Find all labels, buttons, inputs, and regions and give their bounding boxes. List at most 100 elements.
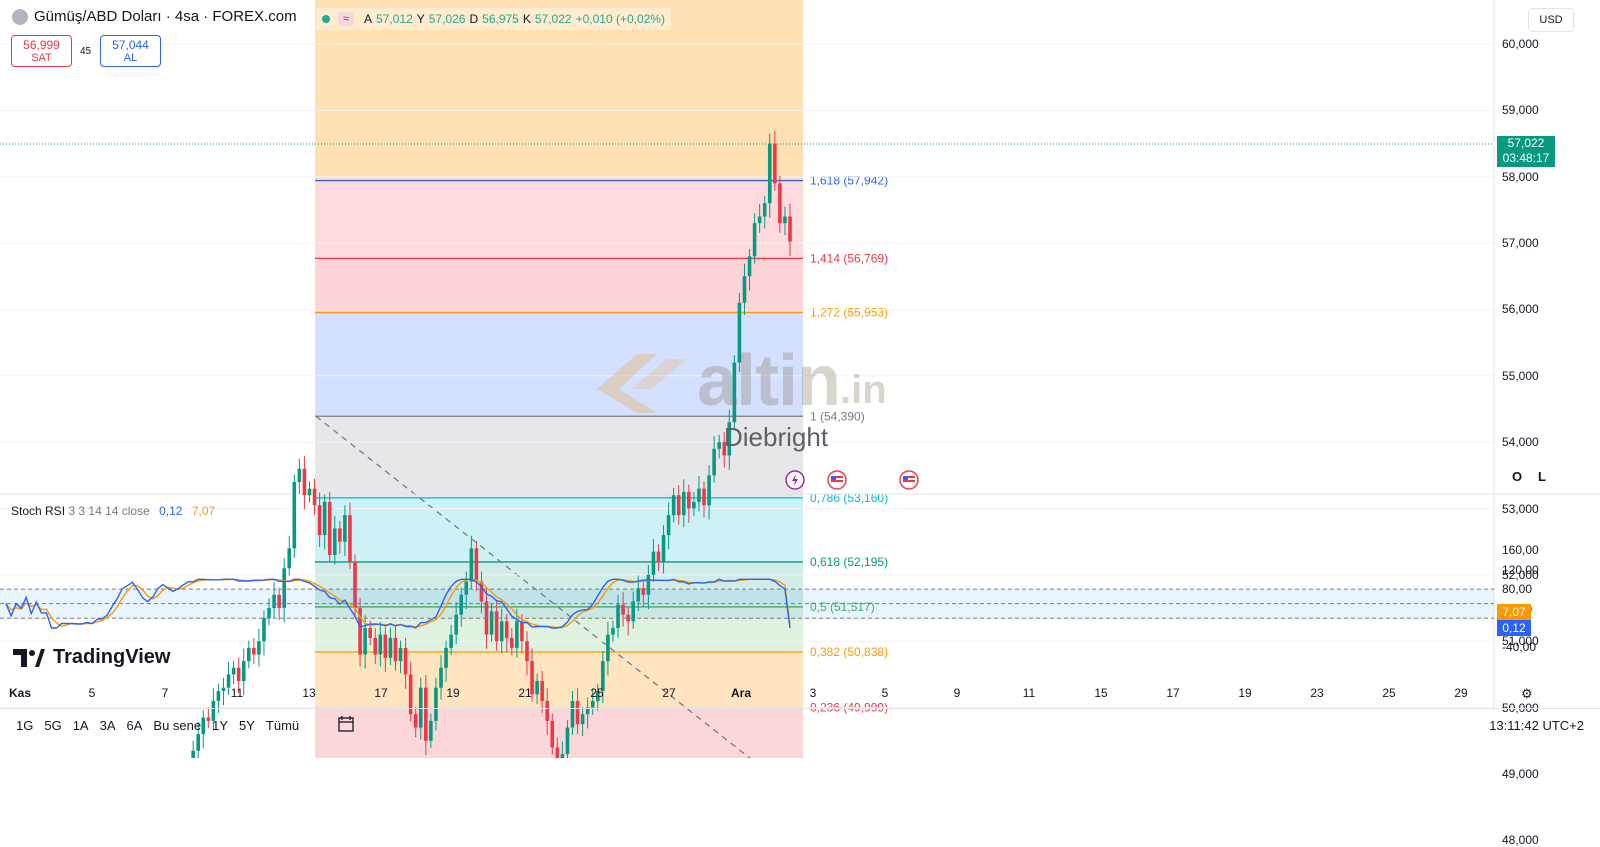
candle-body	[788, 216, 792, 242]
candle-body	[595, 691, 600, 701]
range-button[interactable]: 5G	[44, 718, 62, 733]
time-axis-label: 11	[1022, 686, 1036, 700]
fib-level-label: 1 (54,390)	[810, 409, 865, 423]
price-axis-label: 51,000	[1502, 634, 1539, 649]
price-axis-label: 54,000	[1502, 435, 1539, 450]
calendar-icon[interactable]	[338, 716, 354, 732]
range-button[interactable]: 1A	[72, 718, 89, 733]
fib-zone-top	[315, 0, 803, 181]
candle-body	[585, 707, 590, 715]
range-button[interactable]: Bu sene	[153, 718, 202, 733]
log-scale-button[interactable]: L	[1538, 469, 1546, 484]
stoch-k-value: 0,12	[159, 504, 183, 518]
currency-selector[interactable]: USD	[1528, 8, 1574, 32]
candle-body	[687, 491, 691, 509]
candle-body	[666, 515, 671, 536]
stoch-k-line	[5, 578, 791, 629]
fib-trend-line	[315, 415, 751, 758]
us-flag-event-icon[interactable]	[827, 470, 847, 490]
time-axis-label: 19	[446, 686, 460, 700]
buy-button[interactable]: 57,044 AL	[100, 35, 161, 67]
candle-body	[697, 488, 701, 502]
candle-body	[287, 548, 292, 569]
candle-body	[241, 661, 246, 682]
candle-body	[656, 551, 661, 562]
candle-body	[661, 535, 666, 562]
utc-clock[interactable]: 13:11:42 UTC+2	[1489, 718, 1584, 733]
candle-body	[626, 614, 630, 622]
candle-body	[646, 574, 651, 595]
fib-zone	[315, 258, 803, 313]
candle-body	[783, 216, 787, 224]
candle-body	[246, 647, 251, 662]
range-button[interactable]: 1Y	[212, 718, 229, 733]
range-button[interactable]: 6A	[126, 718, 143, 733]
time-axis-label: 23	[1310, 686, 1324, 700]
candle-body	[671, 495, 676, 516]
candle-body	[570, 700, 575, 728]
price-axis-label: 50,000	[1502, 700, 1539, 715]
candle-body	[510, 637, 514, 648]
candle-body	[757, 216, 762, 224]
candle-body	[373, 637, 378, 655]
candle-body	[494, 611, 499, 642]
range-button[interactable]: 1G	[16, 718, 34, 733]
candle-body	[676, 495, 681, 516]
candle-body	[393, 637, 398, 662]
open-label: A	[364, 12, 373, 26]
time-axis-label: 17	[1166, 686, 1180, 700]
stoch-k-badge: 0,12	[1497, 620, 1531, 636]
candle-body	[499, 621, 504, 642]
candle-body	[489, 611, 494, 635]
candle-body	[221, 687, 226, 692]
sell-button[interactable]: 56,999 SAT	[11, 35, 72, 67]
candle-body	[641, 588, 646, 595]
time-axis-label: 17	[374, 686, 388, 700]
close-value: 57,022	[534, 12, 572, 26]
ohlc-toggle-button[interactable]: O	[1512, 469, 1523, 484]
candle-body	[418, 687, 423, 728]
candle-body	[424, 687, 428, 741]
spread-value: 45	[80, 46, 92, 57]
candle-body	[353, 561, 357, 609]
wave-icon[interactable]: ≈	[338, 12, 355, 26]
us-flag-event-icon-2[interactable]	[899, 470, 919, 490]
range-button[interactable]: Tümü	[265, 718, 300, 733]
close-label: K	[522, 12, 531, 26]
candle-body	[778, 183, 782, 224]
candle-body	[191, 750, 195, 758]
candle-body	[732, 362, 737, 423]
date-range-buttons: 1G 5G 1A 3A 6A Bu sene 1Y 5Y Tümü	[16, 718, 299, 733]
candle-body	[216, 691, 221, 701]
price-axis-label: 55,000	[1502, 368, 1539, 383]
fib-zone	[315, 180, 803, 259]
range-button[interactable]: 3A	[99, 718, 116, 733]
stoch-rsi-legend[interactable]: Stoch RSI 3 3 14 14 close 0,12 7,07	[11, 504, 215, 518]
candle-body	[454, 614, 458, 635]
candle-body	[616, 604, 620, 628]
candle-body	[459, 594, 464, 615]
fib-zone	[315, 561, 803, 607]
range-button[interactable]: 5Y	[239, 718, 255, 733]
price-axis-label: 60,000	[1502, 37, 1539, 51]
candle-body	[307, 488, 312, 496]
candle-body	[332, 528, 337, 555]
candle-body	[515, 621, 519, 648]
time-axis-label: 27	[662, 686, 676, 700]
candle-body	[267, 608, 271, 619]
time-axis-label: 15	[1094, 686, 1108, 700]
time-axis-label: 19	[1238, 686, 1252, 700]
grid	[0, 0, 1600, 709]
candle-body	[282, 568, 286, 609]
tradingview-logo[interactable]: TradingView	[13, 646, 170, 669]
settings-gear-icon[interactable]: ⚙	[1521, 686, 1533, 701]
dividend-event-icon[interactable]	[785, 470, 805, 490]
stoch-axis-label: 120,00	[1502, 562, 1539, 577]
fib-level-label: 1,618 (57,942)	[810, 174, 888, 188]
symbol-header[interactable]: Gümüş/ABD Doları · 4sa · FOREX.com	[12, 8, 297, 25]
stoch-d-value: 7,07	[191, 504, 216, 518]
candle-body	[257, 641, 261, 655]
low-label: D	[469, 12, 479, 26]
candle-body	[434, 687, 438, 721]
candle-body	[742, 276, 747, 303]
